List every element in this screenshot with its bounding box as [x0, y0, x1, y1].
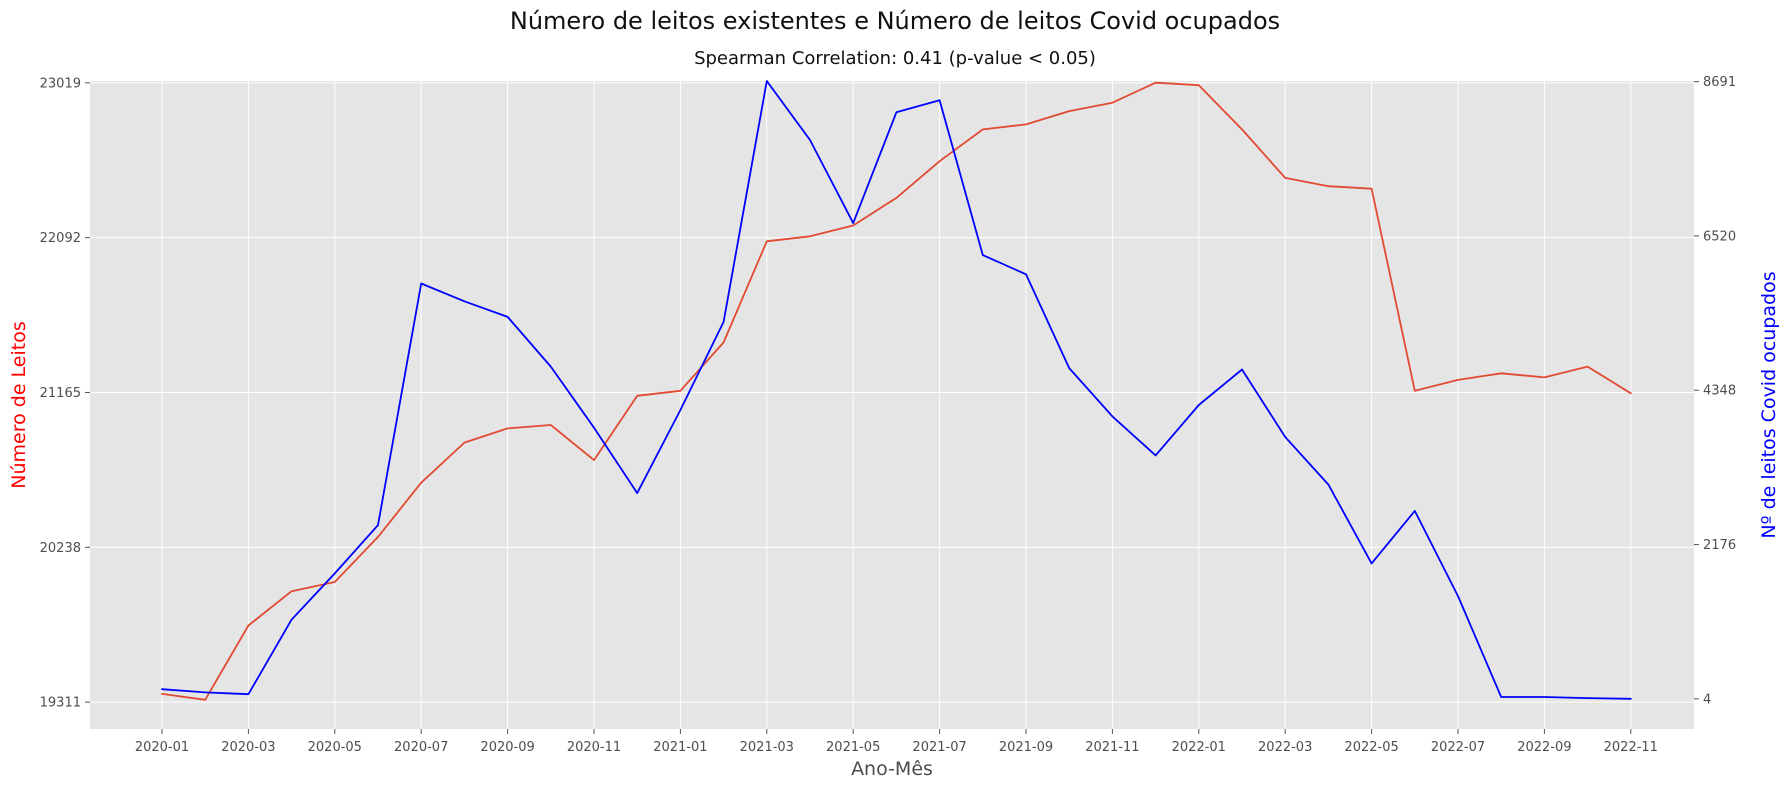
- chart-subtitle: Spearman Correlation: 0.41 (p-value < 0.…: [694, 48, 1096, 69]
- right-y-tick-label: 4: [1703, 692, 1711, 707]
- plot-area: [90, 81, 1694, 729]
- left-y-axis-label: Número de Leitos: [8, 321, 30, 489]
- x-tick-label: 2022-01: [1172, 740, 1226, 755]
- left-y-tick-label: 21165: [40, 386, 81, 401]
- right-y-tick-label: 6520: [1703, 229, 1736, 244]
- right-y-tick-label: 4348: [1703, 384, 1736, 399]
- x-tick-label: 2021-01: [653, 740, 707, 755]
- left-y-tick-label: 20238: [40, 541, 81, 556]
- x-tick-label: 2022-05: [1344, 740, 1398, 755]
- left-y-tick-label: 23019: [40, 76, 81, 91]
- right-y-axis-ticks: 4 2176 4348 6520 8691: [1694, 75, 1736, 707]
- x-tick-label: 2022-03: [1258, 740, 1312, 755]
- left-y-axis-ticks: 19311 20238 21165 22092 23019: [40, 76, 90, 711]
- x-axis-label: Ano-Mês: [851, 758, 933, 780]
- x-tick-label: 2021-03: [740, 740, 794, 755]
- x-tick-label: 2021-11: [1085, 740, 1139, 755]
- chart-title: Número de leitos existentes e Número de …: [510, 7, 1280, 35]
- x-tick-label: 2022-07: [1431, 740, 1485, 755]
- series-lines: [161, 80, 1632, 701]
- x-tick-label: 2020-09: [480, 740, 534, 755]
- x-tick-label: 2021-09: [999, 740, 1053, 755]
- right-y-tick-label: 2176: [1703, 538, 1736, 553]
- x-tick-label: 2022-09: [1517, 740, 1571, 755]
- left-y-tick-label: 22092: [40, 231, 81, 246]
- x-tick-label: 2021-07: [912, 740, 966, 755]
- x-tick-label: 2020-01: [135, 740, 189, 755]
- x-tick-label: 2020-07: [394, 740, 448, 755]
- right-y-axis-label: Nº de leitos Covid ocupados: [1758, 271, 1780, 538]
- x-tick-label: 2021-05: [826, 740, 880, 755]
- right-y-tick-label: 8691: [1703, 75, 1736, 90]
- x-axis-ticks: 2020-01 2020-03 2020-05 2020-07 2020-09 2020-…: [135, 729, 1658, 755]
- x-tick-label: 2022-11: [1604, 740, 1658, 755]
- x-tick-label: 2020-11: [567, 740, 621, 755]
- x-tick-label: 2020-03: [221, 740, 275, 755]
- x-tick-label: 2020-05: [308, 740, 362, 755]
- left-y-tick-label: 19311: [40, 696, 81, 711]
